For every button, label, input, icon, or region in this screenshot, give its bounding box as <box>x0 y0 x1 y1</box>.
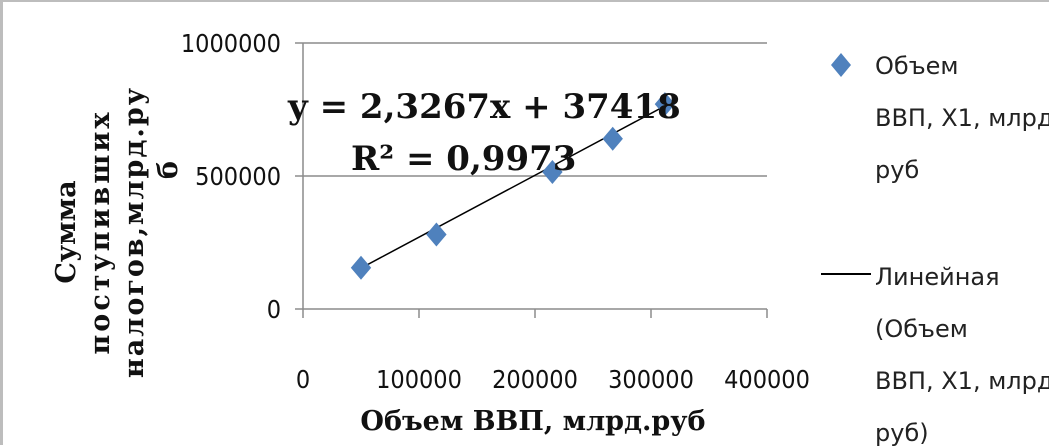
y-axis-title-line: Сумма <box>51 180 82 283</box>
trendline-r2: R² = 0,9973 <box>351 139 576 179</box>
data-points <box>350 92 676 280</box>
data-point-diamond <box>542 160 563 185</box>
legend-trend-label: (Объем <box>875 315 968 343</box>
y-axis-title: Сумма поступивших налогов,млрд.ру б <box>51 86 184 378</box>
x-tick-label: 0 <box>296 365 310 394</box>
y-tick-label: 1000000 <box>181 29 281 58</box>
data-point-diamond <box>654 92 676 117</box>
y-tick-label: 500000 <box>195 162 281 191</box>
x-axis-title: Объем ВВП, млрд.руб <box>360 406 705 437</box>
legend-trend-label: руб) <box>875 419 929 447</box>
y-tick-label: 0 <box>267 295 281 324</box>
trendline <box>360 105 666 269</box>
axes <box>295 42 768 318</box>
trendline-line <box>360 105 666 269</box>
legend-series-label: ВВП, X1, млрд <box>875 104 1049 132</box>
legend-series-label: руб <box>875 156 919 184</box>
legend: Объем ВВП, X1, млрд руб Линейная (Объем … <box>821 52 1049 447</box>
y-axis-title-line: поступивших <box>85 110 116 355</box>
legend-trend-label: ВВП, X1, млрд <box>875 367 1049 395</box>
data-point-diamond <box>602 126 623 151</box>
tick-labels: 0 500000 1000000 0 100000 200000 300000 400000 <box>181 29 810 394</box>
y-axis-title-line: б <box>153 161 184 179</box>
legend-series-label: Объем <box>875 52 959 80</box>
x-tick-label: 200000 <box>492 365 578 394</box>
data-point-diamond <box>350 255 372 280</box>
x-tick-label: 300000 <box>608 365 694 394</box>
trendline-equation: y = 2,3267x + 37418 <box>287 87 681 127</box>
legend-diamond-marker <box>831 53 851 77</box>
y-axis-title-line: налогов,млрд.ру <box>119 86 150 378</box>
legend-trend-label: Линейная <box>875 263 1000 291</box>
x-tick-label: 100000 <box>376 365 462 394</box>
data-point-diamond <box>426 222 447 247</box>
x-tick-label: 400000 <box>724 365 810 394</box>
